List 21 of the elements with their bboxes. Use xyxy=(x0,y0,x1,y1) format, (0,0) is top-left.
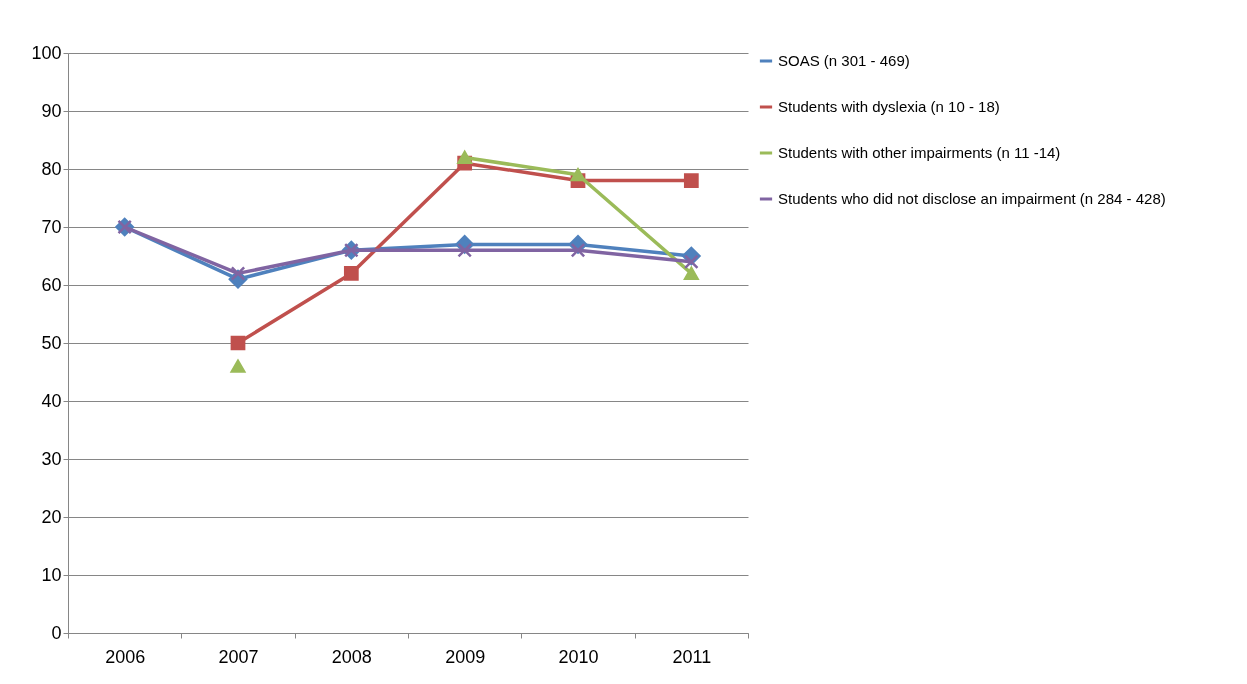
legend-label: SOAS (n 301 - 469) xyxy=(778,52,910,69)
y-tick-label: 70 xyxy=(41,216,62,237)
y-tick-label: 80 xyxy=(41,158,62,179)
y-tick-label: 0 xyxy=(51,622,62,643)
x-tick-label: 2011 xyxy=(672,646,712,667)
legend-label: Students with other impairments (n 11 -14) xyxy=(778,144,1061,161)
x-tick-label: 2006 xyxy=(105,646,146,667)
legend-label: Students who did not disclose an impairment (n 284 - 428) xyxy=(778,190,1166,207)
y-tick-label: 20 xyxy=(41,506,62,527)
y-tick-label: 10 xyxy=(41,564,62,585)
y-tick-label: 100 xyxy=(31,42,62,63)
x-tick-label: 2007 xyxy=(218,646,259,667)
y-tick-label: 50 xyxy=(41,332,62,353)
y-tick-label: 90 xyxy=(41,100,62,121)
y-tick-label: 30 xyxy=(41,448,62,469)
y-tick-label: 40 xyxy=(41,390,62,411)
x-tick-label: 2010 xyxy=(558,646,599,667)
x-tick-label: 2008 xyxy=(331,646,372,667)
legend-label: Students with dyslexia (n 10 - 18) xyxy=(778,98,1000,115)
y-tick-label: 60 xyxy=(41,274,62,295)
x-tick-label: 2009 xyxy=(445,646,486,667)
